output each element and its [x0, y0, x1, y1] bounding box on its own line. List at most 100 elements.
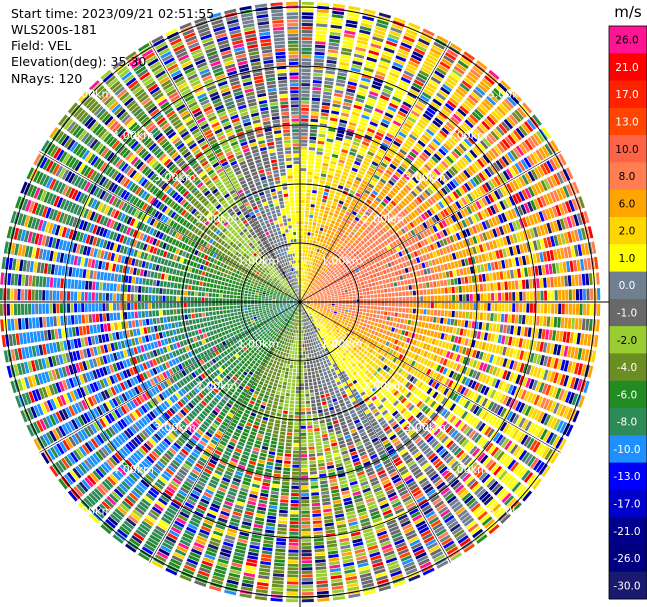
gate-cell [317, 144, 324, 148]
gate-cell [341, 273, 346, 277]
gate-cell [461, 156, 470, 166]
gate-cell [450, 261, 455, 269]
gate-cell [311, 277, 314, 281]
gate-cell [413, 47, 426, 56]
gate-cell [357, 237, 362, 242]
gate-cell [382, 329, 387, 335]
gate-cell [362, 204, 368, 210]
gate-cell [311, 258, 314, 262]
gate-cell [379, 285, 384, 289]
gate-cell [301, 40, 313, 44]
gate-cell [301, 97, 310, 101]
gate-cell [311, 292, 315, 295]
gate-cell [310, 236, 314, 240]
gate-cell [510, 149, 519, 160]
gate-cell [301, 37, 313, 41]
gate-cell [451, 94, 461, 103]
gate-cell [301, 270, 304, 274]
gate-cell [402, 302, 406, 307]
gate-cell [440, 310, 445, 317]
gate-cell [428, 79, 440, 88]
gate-cell [443, 142, 452, 151]
gate-cell [588, 319, 593, 331]
gate-cell [348, 265, 353, 269]
gate-cell [358, 150, 366, 157]
gate-cell [413, 188, 420, 195]
gate-cell [558, 289, 562, 301]
gate-cell [535, 131, 545, 143]
gate-cell [303, 289, 305, 293]
gate-cell [373, 157, 381, 164]
gate-cell [302, 256, 305, 260]
gate-cell [314, 271, 318, 275]
gate-cell [501, 121, 511, 132]
gate-cell [446, 155, 454, 164]
gate-cell [359, 84, 369, 90]
gate-cell [329, 478, 338, 483]
gate-cell [314, 302, 318, 304]
gate-cell [478, 172, 486, 182]
gate-cell [387, 166, 395, 173]
gate-cell [382, 233, 388, 240]
gate-cell [309, 136, 317, 140]
gate-cell [434, 214, 440, 222]
gate-cell [321, 105, 330, 110]
gate-cell [427, 82, 438, 91]
gate-cell [358, 289, 363, 293]
gate-cell [321, 498, 331, 502]
gate-cell [332, 179, 339, 184]
gate-cell [558, 303, 562, 315]
gate-cell [595, 272, 600, 285]
gate-cell [332, 150, 340, 155]
gate-cell [317, 406, 322, 410]
gate-cell [483, 312, 487, 321]
ray-15 [300, 91, 522, 302]
gate-cell [321, 304, 324, 306]
gate-cell [340, 362, 345, 367]
gate-cell [409, 57, 421, 65]
gate-cell [381, 275, 385, 280]
gate-cell [507, 281, 512, 290]
gate-cell [550, 316, 554, 327]
gate-cell [430, 302, 434, 309]
gate-cell [407, 319, 412, 325]
gate-cell [316, 201, 321, 205]
gate-cell [568, 289, 572, 301]
gate-cell [313, 62, 324, 66]
gate-cell [464, 154, 472, 163]
gate-cell [316, 402, 322, 407]
gate-cell [444, 80, 455, 90]
gate-cell [343, 187, 350, 192]
gate-cell [427, 187, 434, 195]
gate-cell [323, 283, 327, 287]
gate-cell [317, 268, 321, 273]
gate-cell [300, 231, 304, 235]
gate-cell [337, 310, 341, 313]
gate-cell [361, 285, 366, 289]
gate-cell [403, 197, 410, 205]
gate-cell [352, 242, 357, 247]
gate-cell [366, 291, 370, 295]
gate-cell [437, 310, 441, 316]
gate-cell [310, 364, 314, 368]
gate-cell [434, 302, 438, 309]
gate-cell [396, 113, 405, 121]
gate-cell [338, 317, 343, 321]
gate-cell [315, 285, 319, 289]
gate-cell [457, 174, 465, 183]
gate-cell [459, 105, 469, 115]
gate-cell [373, 290, 377, 294]
gate-cell [321, 298, 324, 300]
gate-cell [313, 258, 316, 263]
gate-cell [328, 297, 332, 299]
gate-cell [343, 314, 348, 317]
gate-cell [348, 234, 353, 239]
gate-cell [445, 121, 455, 131]
gate-cell [482, 137, 492, 148]
gate-cell [358, 248, 363, 253]
gate-cell [310, 349, 314, 354]
gate-cell [514, 162, 523, 174]
gate-cell [303, 278, 305, 282]
gate-cell [358, 325, 363, 329]
gate-cell [300, 196, 305, 200]
